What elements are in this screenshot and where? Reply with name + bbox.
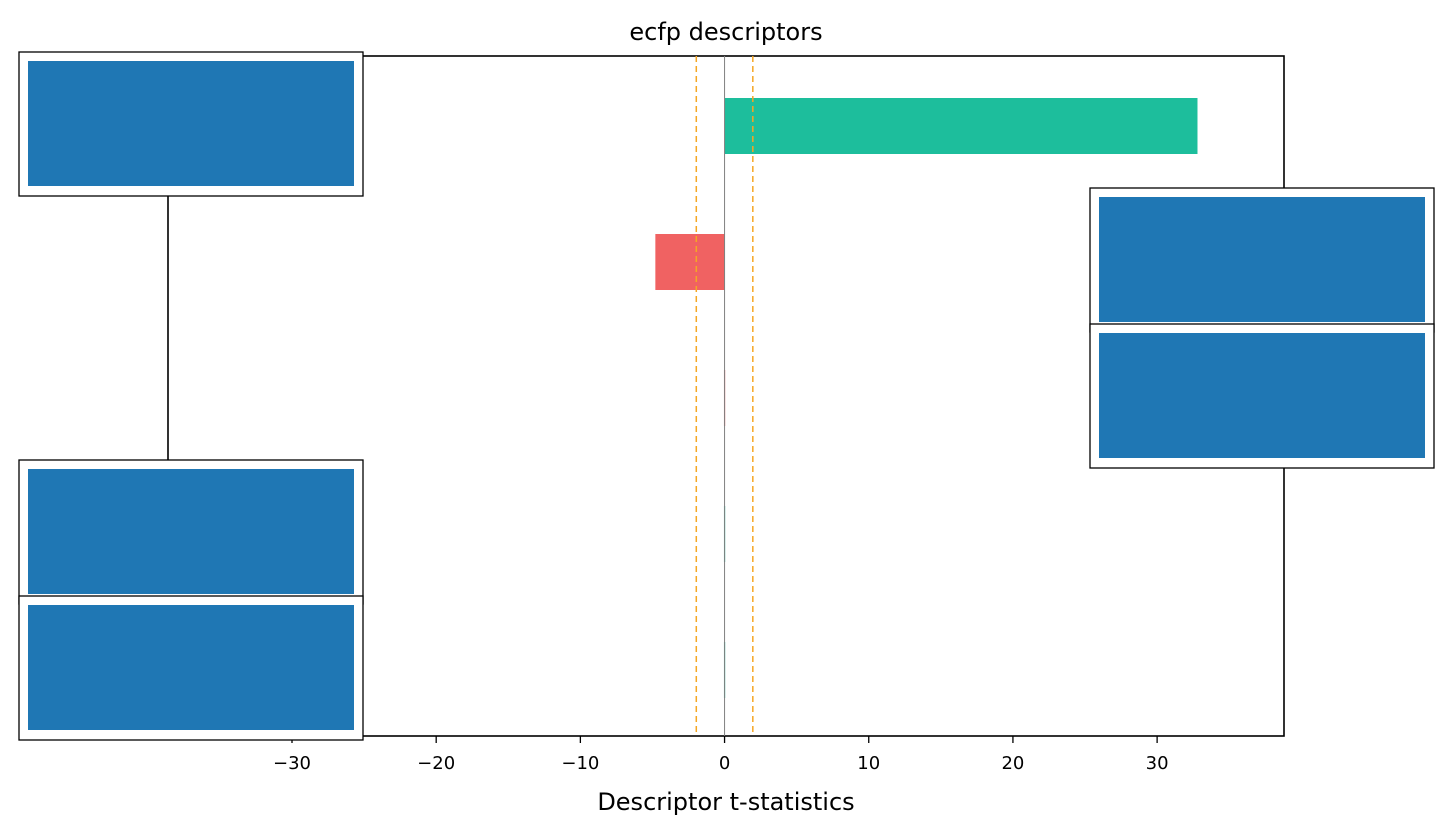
x-tick-label: −30 — [273, 753, 311, 774]
molecule-image-2 — [1099, 333, 1425, 458]
molecule-image-3 — [28, 469, 354, 594]
x-tick-label: −20 — [417, 753, 455, 774]
x-tick-label: 20 — [1001, 753, 1024, 774]
molecule-image-4 — [28, 605, 354, 730]
x-tick-label: −10 — [561, 753, 599, 774]
molecule-image-1 — [1099, 197, 1425, 322]
molecule-image-0 — [28, 61, 354, 186]
bar-0 — [724, 98, 1198, 154]
x-tick-label: 0 — [719, 753, 730, 774]
x-axis-ticks: −30 −20 −10 0 10 20 30 — [273, 736, 1169, 774]
x-tick-label: 10 — [857, 753, 880, 774]
bars-layer — [655, 98, 1198, 698]
chart-title: ecfp descriptors — [629, 18, 822, 46]
reference-lines — [695, 56, 754, 736]
bar-1 — [655, 234, 725, 290]
image-placeholders — [18, 51, 1435, 741]
x-axis-label: Descriptor t-statistics — [597, 788, 854, 816]
x-tick-label: 30 — [1146, 753, 1169, 774]
